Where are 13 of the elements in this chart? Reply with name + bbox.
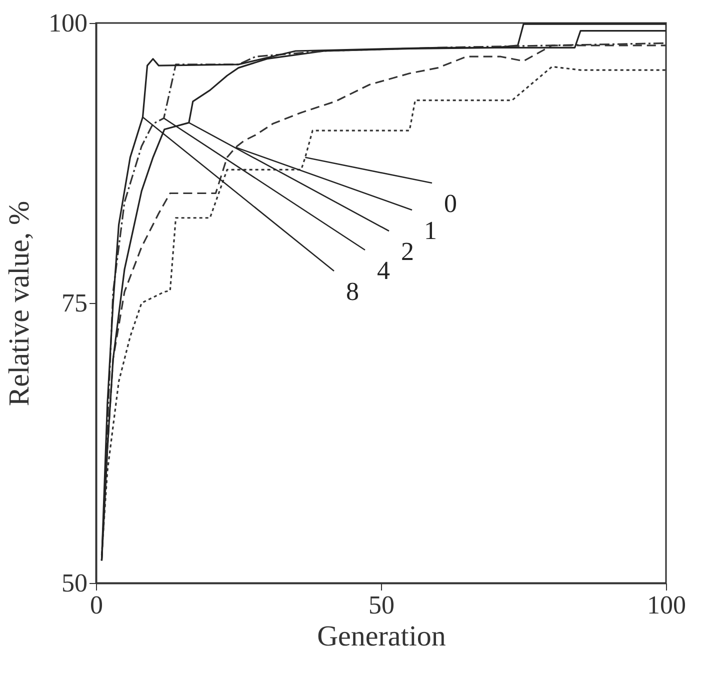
x-tick-label: 0 <box>90 590 103 620</box>
annotation: 2 <box>401 237 414 266</box>
y-tick-label: 75 <box>62 288 88 318</box>
y-tick-label: 100 <box>48 8 88 38</box>
annotation: 1 <box>424 216 437 245</box>
x-axis-title: Generation <box>317 620 446 652</box>
x-tick-label: 50 <box>368 590 394 620</box>
annotation: 4 <box>377 256 390 285</box>
annotation: 8 <box>346 277 359 306</box>
y-tick-label: 50 <box>62 568 88 598</box>
x-tick-label: 100 <box>647 590 686 620</box>
annotation: 0 <box>444 189 457 218</box>
y-axis-title: Relative value, % <box>4 200 36 406</box>
